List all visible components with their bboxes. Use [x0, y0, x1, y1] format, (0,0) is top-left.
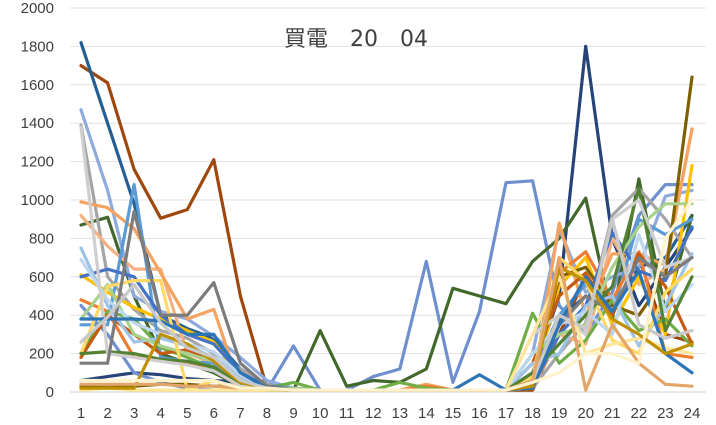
y-tick-label: 800 — [29, 230, 54, 247]
x-tick-label: 15 — [445, 405, 462, 422]
y-tick-label: 1200 — [21, 154, 54, 171]
y-tick-label: 1400 — [21, 115, 54, 132]
x-axis-ticks: 1 2 3 4 5 6 7 8 9 10 11 12 13 14 15 16 17 18 19 20 21 22 23 24 — [77, 405, 701, 422]
series-line-29 — [79, 198, 694, 392]
chart-title: 買電 20 04 — [284, 27, 428, 52]
y-tick-label: 600 — [29, 269, 54, 286]
y-tick-label: 2000 — [21, 0, 54, 17]
x-tick-label: 6 — [210, 405, 218, 422]
x-tick-label: 22 — [631, 405, 648, 422]
x-tick-label: 21 — [604, 405, 621, 422]
y-tick-label: 1600 — [21, 77, 54, 94]
x-tick-label: 12 — [365, 405, 382, 422]
series-lines — [79, 40, 694, 392]
x-tick-label: 8 — [263, 405, 271, 422]
series-line-14 — [79, 298, 694, 392]
y-tick-label: 0 — [46, 384, 54, 401]
x-tick-label: 11 — [339, 405, 355, 422]
x-tick-label: 2 — [103, 405, 111, 422]
x-tick-label: 7 — [236, 405, 244, 422]
x-tick-label: 18 — [524, 405, 541, 422]
x-tick-label: 16 — [471, 405, 488, 422]
x-tick-label: 20 — [577, 405, 594, 422]
y-tick-label: 1000 — [21, 192, 54, 209]
x-tick-label: 1 — [77, 405, 85, 422]
y-tick-label: 400 — [29, 307, 54, 324]
x-tick-label: 10 — [312, 405, 329, 422]
x-tick-label: 5 — [183, 405, 191, 422]
y-tick-label: 1800 — [21, 38, 54, 55]
y-tick-label: 200 — [29, 346, 54, 363]
x-tick-label: 23 — [657, 405, 674, 422]
x-tick-label: 4 — [157, 405, 165, 422]
x-tick-label: 17 — [498, 405, 515, 422]
x-tick-label: 13 — [391, 405, 408, 422]
x-tick-label: 24 — [684, 405, 701, 422]
x-tick-label: 9 — [289, 405, 297, 422]
x-tick-label: 14 — [418, 405, 435, 422]
x-tick-label: 19 — [551, 405, 568, 422]
x-tick-label: 3 — [130, 405, 138, 422]
y-axis-ticks: 0 200 400 600 800 1000 1200 1400 1600 1800 2000 — [21, 0, 54, 401]
